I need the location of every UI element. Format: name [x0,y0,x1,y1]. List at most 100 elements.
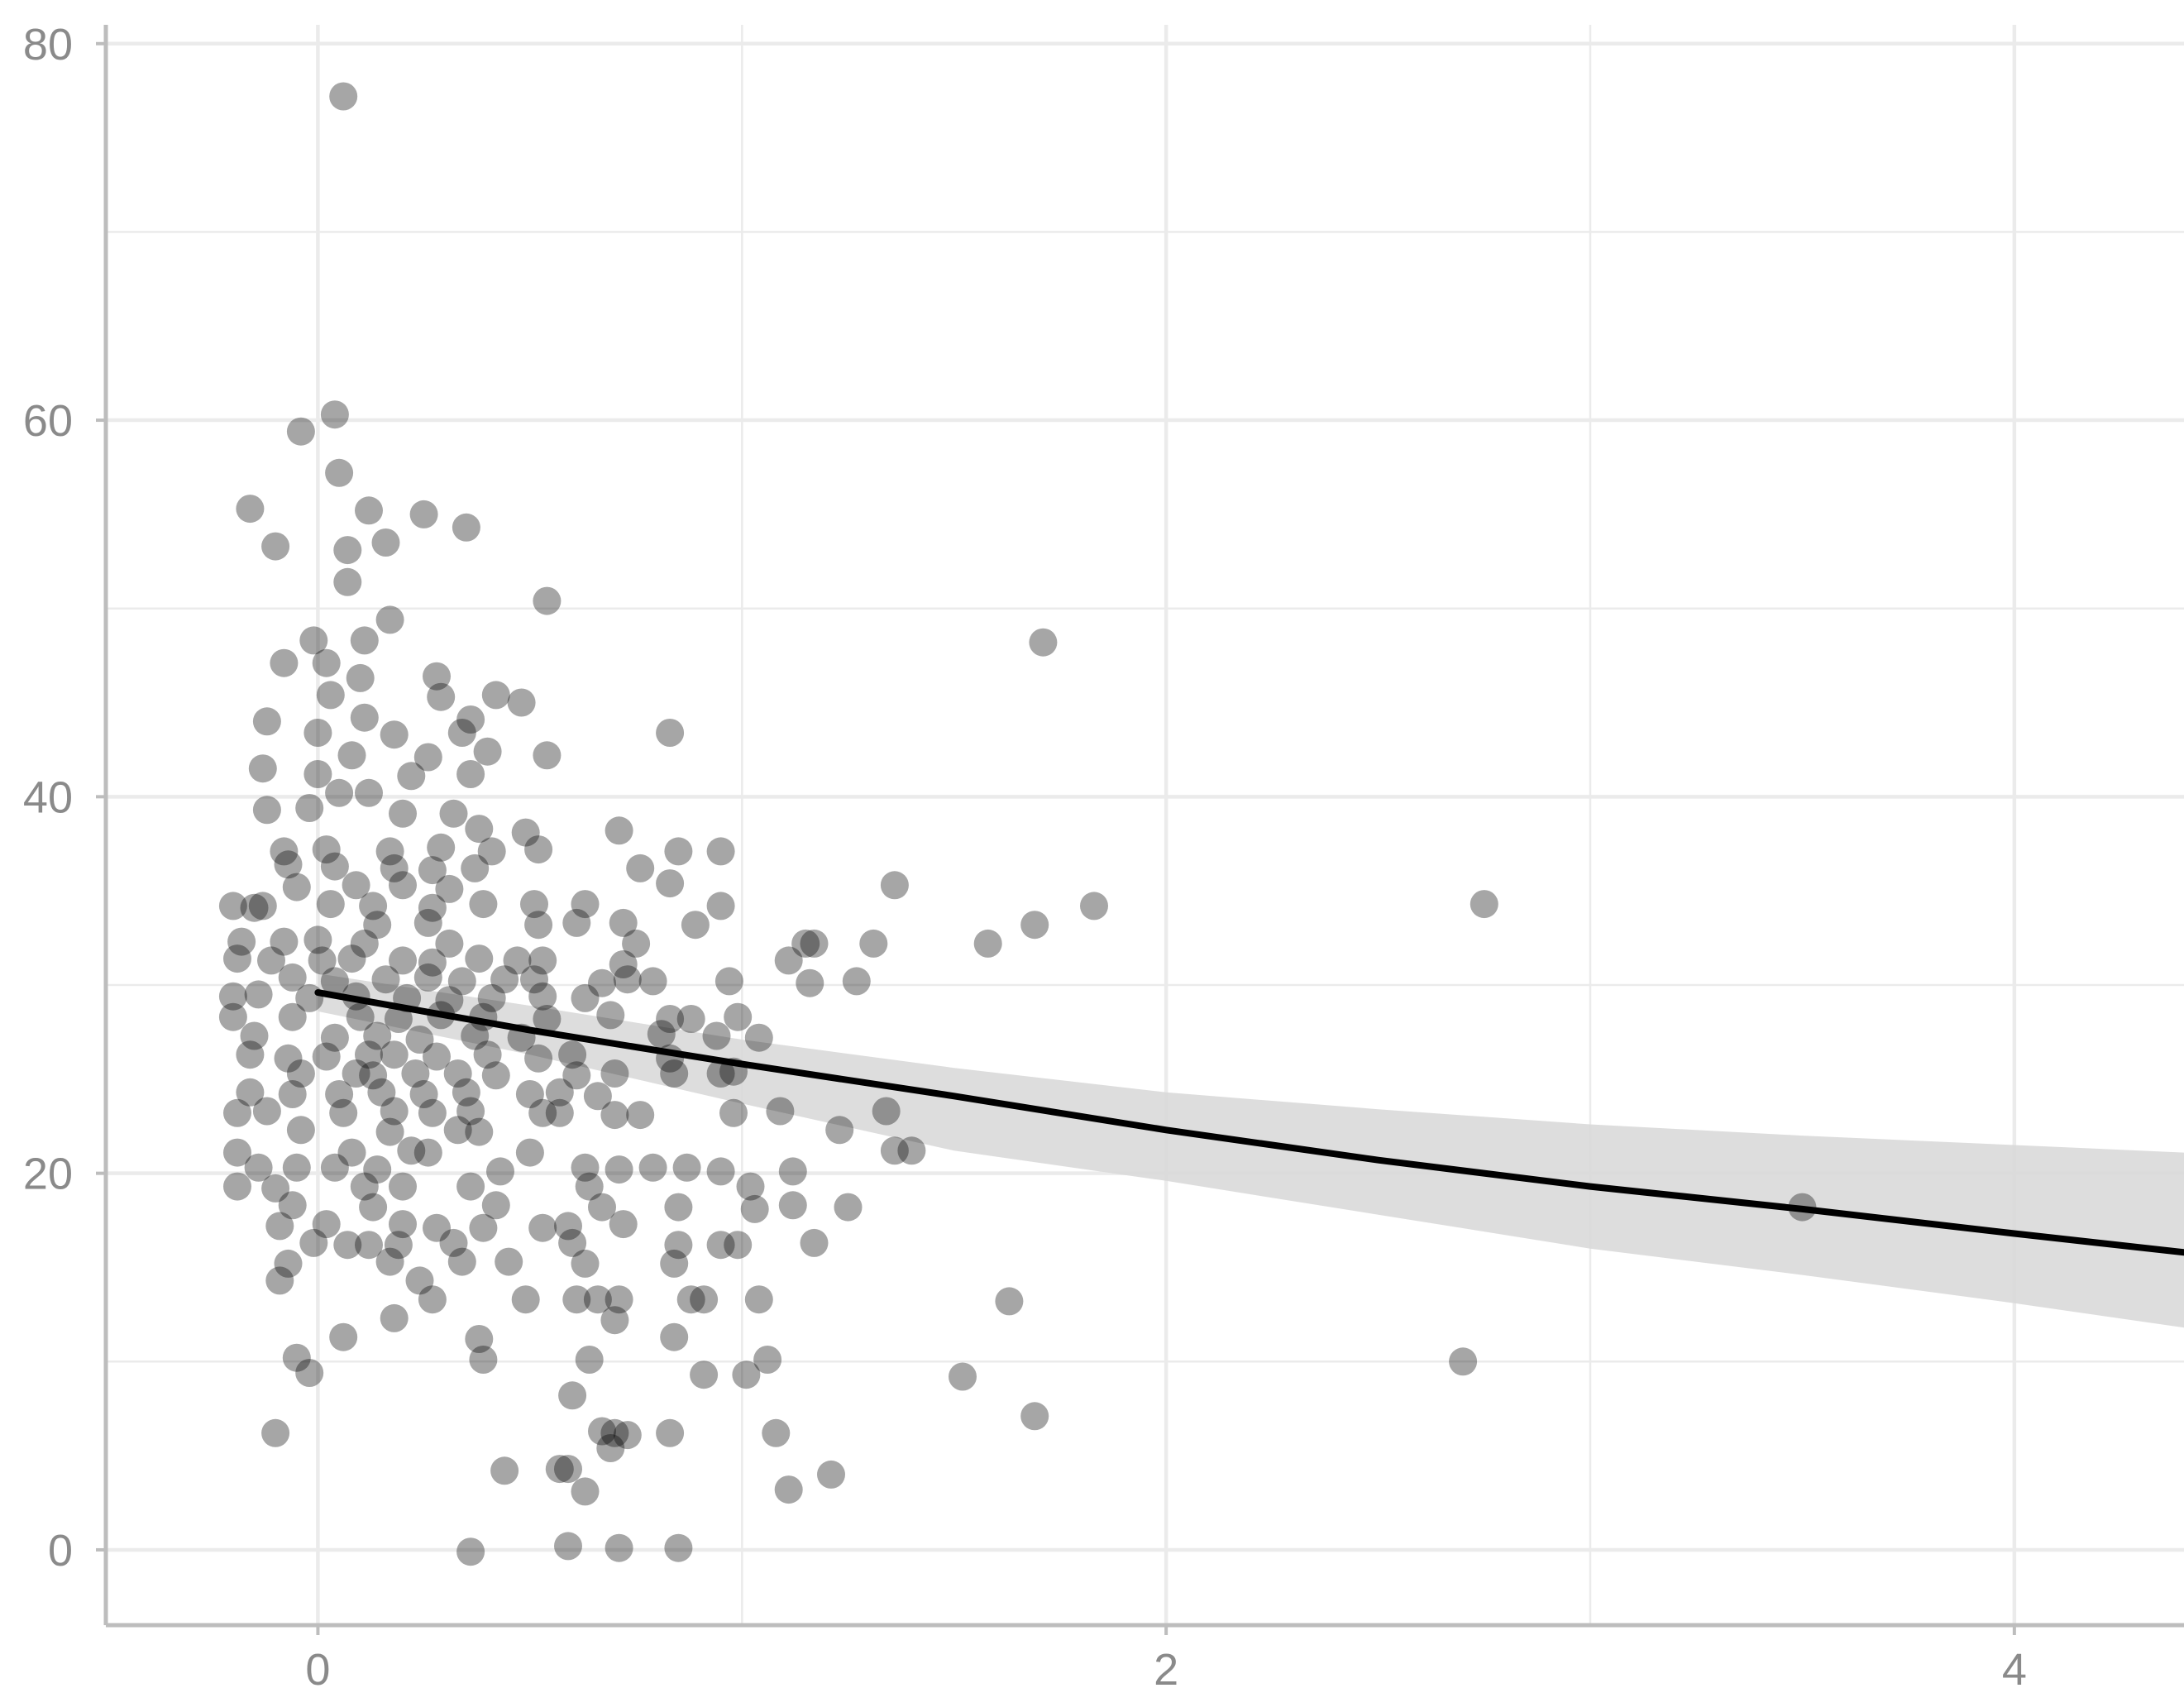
scatter-point [456,760,485,788]
scatter-point [880,871,909,900]
scatter-point [286,1116,315,1145]
scatter-point [427,682,456,711]
scatter-point [299,626,328,655]
y-tick-label: 20 [23,1150,73,1199]
scatter-point [554,1455,582,1484]
scatter-point [672,1153,701,1182]
scatter-point [744,1023,773,1052]
scatter-point [418,893,447,922]
scatter-point [443,1116,472,1145]
scatter-point [409,1080,438,1108]
scatter-point [706,1157,735,1186]
scatter-point [405,1026,434,1054]
scatter-point [278,1080,307,1108]
scatter-point [647,1020,676,1049]
scatter-point [533,741,562,770]
scatter-point [375,605,404,634]
scatter-point [558,1228,587,1257]
scatter-point [423,1042,451,1071]
scatter-point [638,1153,667,1182]
scatter-point [397,762,426,791]
scatter-point [626,1101,655,1130]
scatter-point [312,1042,341,1071]
scatter-point [481,681,510,710]
scatter-point [456,705,485,734]
scatter-point [588,1193,616,1222]
scatter-point [664,837,693,866]
scatter-point [465,1325,494,1353]
scatter-point [333,1231,362,1260]
scatter-point [690,1360,719,1389]
scatter-point [656,869,685,898]
scatter-point [533,586,562,615]
scatter-point [706,1231,735,1260]
scatter-point [252,796,281,825]
scatter-point [223,1138,251,1167]
scatter-point [545,1098,574,1127]
scatter-point [371,528,400,557]
scatter-point [401,1059,430,1088]
scatter-point [605,816,633,845]
y-tick-label: 40 [23,772,73,822]
scatter-point [528,946,557,975]
confidence-band [318,973,2184,1328]
scatter-point [359,892,388,921]
scatter-point [439,799,468,828]
scatter-point [320,852,349,881]
scatter-point [447,719,476,747]
scatter-point [456,1097,485,1126]
scatter-point [664,1193,693,1222]
scatter-point [278,1002,307,1031]
scatter-point [375,1247,404,1276]
scatter-point [367,1078,396,1107]
scatter-point [350,1172,379,1201]
axes [96,25,2184,1635]
scatter-point [350,929,379,958]
scatter-point [350,626,379,655]
scatter-point [389,1172,417,1201]
scatter-point [880,1136,909,1165]
scatter-point [872,1097,901,1126]
scatter-point [507,688,536,717]
scatter-point [363,1021,392,1050]
scatter-point [257,946,285,975]
scatter-point [461,1021,490,1050]
scatter-point [380,854,409,882]
scatter-point [562,1285,591,1314]
scatter-point [596,1001,625,1030]
scatter-point [337,741,366,770]
scatter-point [337,1138,366,1167]
scatter-point [312,648,341,677]
scatter-point [270,837,299,866]
scatter-point [355,1231,383,1260]
scatter-point [511,1285,540,1314]
scatter-point [481,1191,510,1220]
scatter-point [490,965,519,994]
scatter-point [240,893,269,922]
scatter-point [244,1153,273,1182]
scatter-point [562,908,591,937]
scatter-point [524,1044,553,1073]
scatter-point [583,1082,612,1111]
scatter-point [511,818,540,847]
scatter-point [676,1285,705,1314]
scatter-point [575,1172,604,1201]
scatter-point [609,1210,638,1239]
scatter-point [346,1002,375,1031]
scatter-point [380,1303,409,1332]
scatter-point [465,944,494,973]
scatter-point [329,82,358,111]
scatter-point [973,929,1002,958]
scatter-point [605,1285,633,1314]
scatter-point [719,1098,748,1127]
scatter-point [299,1228,328,1257]
scatter-point [664,1231,693,1260]
scatter-point [456,1537,485,1566]
scatter-point [740,1194,769,1223]
scatter-point [278,1191,307,1220]
scatter-point [236,1040,265,1069]
scatter-point [447,1247,476,1276]
scatter-point [261,532,290,561]
scatter-point [274,1249,303,1278]
